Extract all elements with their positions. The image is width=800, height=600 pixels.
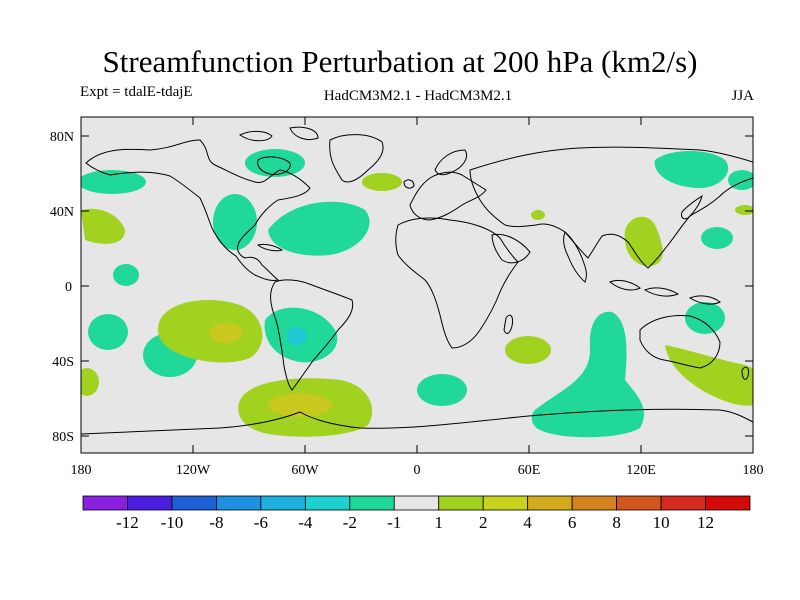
colorbar-label: 4 xyxy=(523,513,532,532)
lon-label: 120W xyxy=(176,463,211,478)
colorbar-swatch xyxy=(304,495,351,511)
colorbar-swatch xyxy=(349,495,395,511)
map-background xyxy=(81,117,753,453)
colorbar-swatch xyxy=(482,495,529,511)
colorbar-label: 2 xyxy=(479,513,488,532)
colorbar-label: -1 xyxy=(387,513,401,532)
lat-label: 80S xyxy=(52,430,74,445)
colorbar-label: -2 xyxy=(343,513,357,532)
lat-label: 80N xyxy=(50,130,74,145)
experiment-label: Expt = tdalE-tdajE xyxy=(80,84,193,100)
latitude-axis: 80N 40N 0 40S 80S xyxy=(50,130,753,445)
colorbar-swatch xyxy=(571,495,618,511)
negative-core-region xyxy=(287,327,307,345)
lon-label: 120E xyxy=(626,463,656,478)
negative-anomaly-regions xyxy=(81,149,753,438)
colorbar-label: -4 xyxy=(298,513,313,532)
colorbar-label: -6 xyxy=(254,513,268,532)
colorbar-swatch xyxy=(215,495,262,511)
lon-label: 180 xyxy=(743,463,764,478)
coastlines xyxy=(81,126,753,435)
colorbar-swatch xyxy=(438,495,484,511)
contour-fields xyxy=(81,126,753,438)
colorbar-label: 1 xyxy=(434,513,443,532)
colorbar: -12 -10 -8 -6 -4 -2 -1 1 2 4 6 8 10 12 xyxy=(82,495,751,532)
season-label: JJA xyxy=(731,88,754,104)
colorbar-swatch xyxy=(82,495,128,511)
lon-label: 180 xyxy=(71,463,92,478)
lon-label: 60W xyxy=(291,463,319,478)
colorbar-label: 8 xyxy=(612,513,621,532)
positive-core-regions xyxy=(209,323,332,417)
lat-label: 0 xyxy=(65,280,72,295)
colorbar-swatch xyxy=(171,495,217,511)
colorbar-label: 12 xyxy=(697,513,714,532)
colorbar-swatch xyxy=(260,495,306,511)
longitude-axis: 180 120W 60W 0 60E 120E 180 xyxy=(71,117,764,478)
plot-title: Streamfunction Perturbation at 200 hPa (… xyxy=(102,44,698,79)
lon-label: 60E xyxy=(518,463,541,478)
colorbar-label: -8 xyxy=(209,513,223,532)
lat-label: 40N xyxy=(50,205,74,220)
lat-label: 40S xyxy=(52,355,74,370)
colorbar-swatch xyxy=(393,495,440,511)
colorbar-label: 6 xyxy=(568,513,577,532)
models-label: HadCM3M2.1 - HadCM3M2.1 xyxy=(323,88,513,104)
colorbar-swatch xyxy=(660,495,706,511)
colorbar-swatch xyxy=(127,495,173,511)
colorbar-swatch xyxy=(616,495,662,511)
colorbar-label: -12 xyxy=(116,513,139,532)
colorbar-swatch xyxy=(705,495,751,511)
colorbar-label: -10 xyxy=(161,513,184,532)
colorbar-swatch xyxy=(527,495,573,511)
lon-label: 0 xyxy=(414,463,421,478)
colorbar-label: 10 xyxy=(653,513,670,532)
